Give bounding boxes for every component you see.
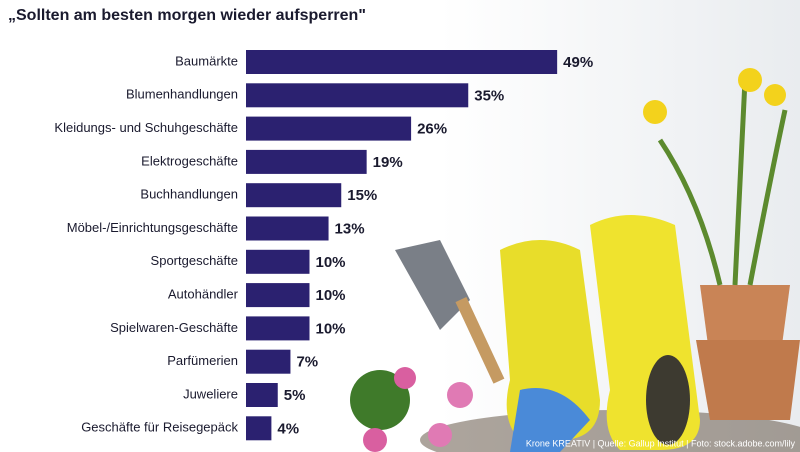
bar <box>246 116 412 141</box>
value-label: 5% <box>284 387 306 404</box>
category-label: Juweliere <box>183 386 238 401</box>
value-label: 15% <box>347 187 377 204</box>
bar <box>246 149 367 174</box>
category-label: Elektrogeschäfte <box>141 153 238 168</box>
category-label: Geschäfte für Reisegepäck <box>81 420 238 435</box>
value-label: 13% <box>335 220 365 237</box>
bar <box>246 83 469 108</box>
bar <box>246 283 310 308</box>
bar <box>246 50 558 74</box>
category-label: Spielwaren-Geschäfte <box>110 320 238 335</box>
category-label: Blumenhandlungen <box>126 87 238 102</box>
value-label: 7% <box>296 354 318 371</box>
category-label: Baumärkte <box>175 53 238 68</box>
category-label: Möbel-/Einrichtungsgeschäfte <box>67 220 238 235</box>
value-label: 4% <box>277 420 299 437</box>
source-note: Krone KREATIV | Quelle: Gallup Institut … <box>526 438 796 448</box>
bar <box>246 249 310 274</box>
value-label: 49% <box>563 54 593 71</box>
value-label: 26% <box>417 121 447 138</box>
bar <box>246 316 310 341</box>
value-label: 19% <box>373 154 403 171</box>
bar <box>246 216 329 241</box>
chart-title: „Sollten am besten morgen wieder aufsper… <box>8 7 366 24</box>
value-label: 35% <box>474 87 504 104</box>
bar <box>246 416 272 441</box>
bar <box>246 349 291 374</box>
category-label: Autohändler <box>168 287 239 302</box>
category-label: Parfümerien <box>167 353 238 368</box>
bar <box>246 383 278 407</box>
category-label: Sportgeschäfte <box>151 253 238 268</box>
photo-decoration <box>350 68 800 452</box>
value-label: 10% <box>316 320 346 337</box>
value-label: 10% <box>316 254 346 271</box>
category-label: Kleidungs- und Schuhgeschäfte <box>54 120 238 135</box>
category-label: Buchhandlungen <box>140 187 238 202</box>
value-label: 10% <box>316 287 346 304</box>
bar <box>246 183 342 208</box>
